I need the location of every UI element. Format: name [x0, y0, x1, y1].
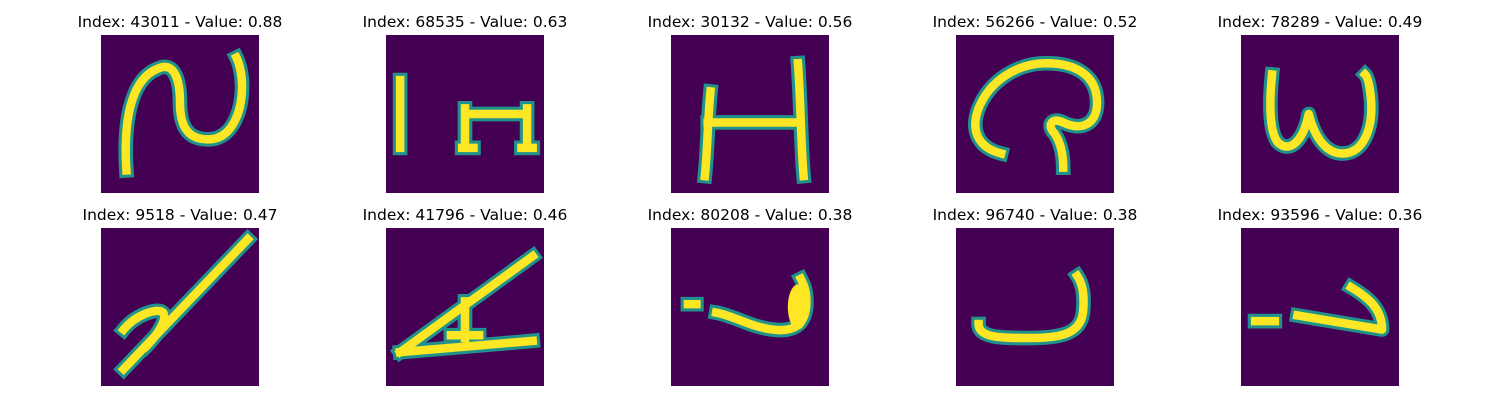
panel-title: Index: 43011 - Value: 0.88 — [77, 13, 283, 31]
panel-title: Index: 56266 - Value: 0.52 — [932, 13, 1138, 31]
glyph-image — [386, 35, 544, 193]
image-panel: Index: 41796 - Value: 0.46 — [335, 205, 595, 386]
glyph-image — [1241, 35, 1399, 193]
glyph-image — [101, 35, 259, 193]
image-panel: Index: 78289 - Value: 0.49 — [1190, 12, 1450, 193]
panel-title: Index: 30132 - Value: 0.56 — [647, 13, 853, 31]
panel-title: Index: 9518 - Value: 0.47 — [82, 206, 278, 224]
image-panel: Index: 43011 - Value: 0.88 — [50, 12, 310, 193]
glyph-image — [671, 35, 829, 193]
image-panel: Index: 30132 - Value: 0.56 — [620, 12, 880, 193]
glyph-image — [1241, 228, 1399, 386]
glyph-image — [671, 228, 829, 386]
panel-title: Index: 93596 - Value: 0.36 — [1217, 206, 1423, 224]
panel-title: Index: 68535 - Value: 0.63 — [362, 13, 568, 31]
image-panel: Index: 80208 - Value: 0.38 — [620, 205, 880, 386]
panel-title: Index: 78289 - Value: 0.49 — [1217, 13, 1423, 31]
image-panel: Index: 56266 - Value: 0.52 — [905, 12, 1165, 193]
panel-title: Index: 96740 - Value: 0.38 — [932, 206, 1138, 224]
glyph-image — [386, 228, 544, 386]
glyph-image — [956, 228, 1114, 386]
glyph-image — [956, 35, 1114, 193]
panel-title: Index: 80208 - Value: 0.38 — [647, 206, 853, 224]
image-panel: Index: 68535 - Value: 0.63 — [335, 12, 595, 193]
panel-title: Index: 41796 - Value: 0.46 — [362, 206, 568, 224]
image-panel: Index: 96740 - Value: 0.38 — [905, 205, 1165, 386]
image-panel: Index: 93596 - Value: 0.36 — [1190, 205, 1450, 386]
glyph-image — [101, 228, 259, 386]
image-panel: Index: 9518 - Value: 0.47 — [50, 205, 310, 386]
